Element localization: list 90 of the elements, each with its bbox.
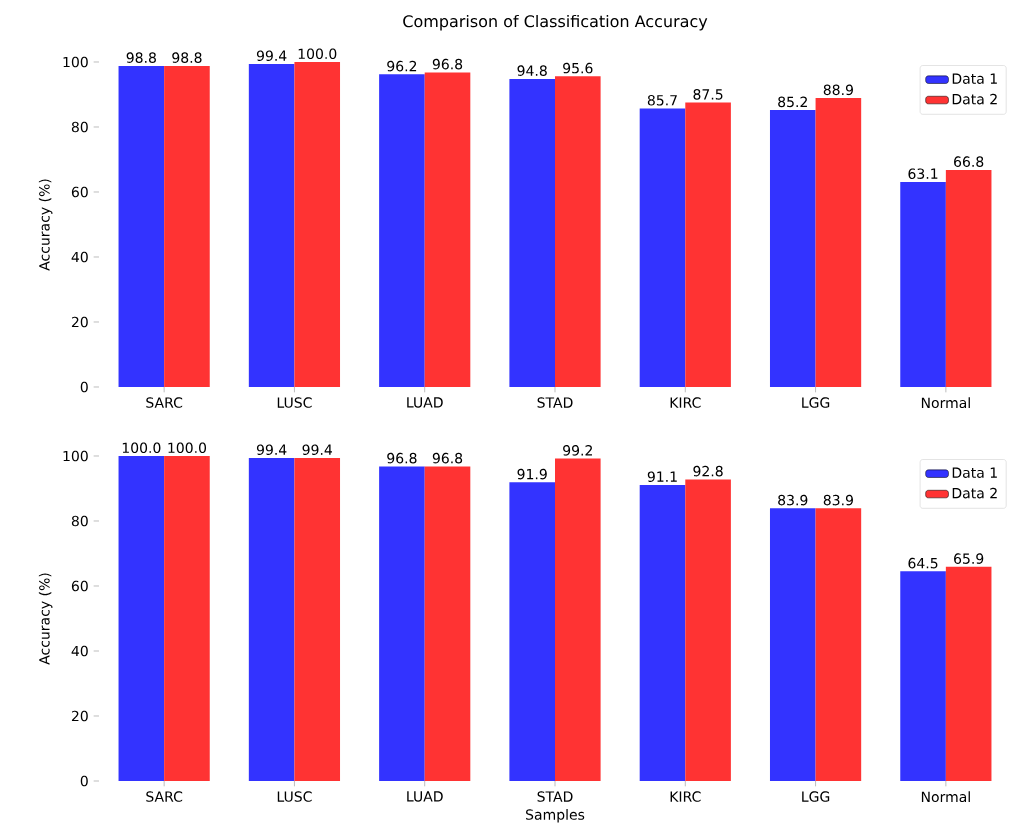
x-tick-label: LUAD (407, 397, 443, 408)
legend-label: Data 2 (952, 487, 997, 499)
data-label: 99.2 (563, 445, 592, 456)
x-tick-label: LUSC (277, 397, 312, 408)
bar (294, 62, 341, 387)
bar (248, 457, 295, 781)
bar (685, 102, 731, 387)
data-label: 98.8 (172, 52, 202, 63)
bar (639, 484, 686, 781)
bar (685, 479, 731, 781)
bar (424, 466, 471, 781)
data-label: 96.8 (432, 58, 463, 70)
data-label: 64.5 (908, 557, 938, 569)
y-tick-label: 100 (63, 56, 88, 68)
data-label: 92.8 (693, 465, 723, 477)
y-tick-label: 20 (71, 710, 88, 722)
bar (769, 110, 816, 387)
x-tick-label: STAD (537, 397, 573, 408)
data-label: 83.9 (778, 494, 808, 506)
x-tick-label: LGG (802, 791, 830, 802)
y-tick-label: 60 (71, 186, 88, 198)
bar (555, 458, 601, 781)
x-tick-label: Normal (921, 791, 970, 803)
bar (815, 98, 862, 387)
y-axis-title: Accuracy (%) (38, 179, 53, 271)
x-tick-label: LUAD (407, 791, 443, 802)
data-label: 95.6 (563, 62, 593, 74)
data-label: 99.4 (256, 444, 287, 455)
legend-label: Data 1 (952, 467, 997, 478)
bar (900, 181, 946, 387)
data-label: 66.8 (954, 156, 984, 167)
bar (509, 482, 555, 781)
bar (945, 169, 992, 387)
bar (900, 571, 946, 781)
bar (509, 78, 555, 387)
data-label: 99.4 (302, 444, 333, 455)
data-label: 85.2 (778, 96, 807, 108)
bar (118, 65, 165, 387)
data-label: 87.5 (693, 89, 723, 100)
data-label: 91.1 (647, 471, 677, 482)
bar (248, 63, 295, 387)
data-label: 96.2 (387, 60, 417, 72)
data-label: 100.0 (168, 442, 207, 454)
data-label: 100.0 (122, 442, 161, 454)
bar (164, 65, 210, 387)
bar (379, 466, 425, 781)
bar (815, 508, 862, 781)
y-tick-label: 40 (71, 251, 88, 263)
bar (164, 456, 210, 781)
legend-label: Data 2 (952, 93, 997, 105)
data-label: 98.8 (126, 52, 156, 63)
y-tick-label: 40 (71, 645, 88, 657)
x-tick-label: SARC (146, 397, 183, 408)
data-label: 65.9 (954, 553, 984, 564)
data-label: 100.0 (298, 48, 337, 60)
bar (424, 72, 471, 387)
y-tick-label: 20 (71, 316, 88, 328)
bar (294, 457, 341, 781)
x-tick-label: KIRC (670, 791, 701, 802)
bar (769, 508, 816, 781)
bar (639, 108, 686, 387)
x-tick-label: LUSC (277, 791, 312, 802)
data-label: 85.7 (647, 94, 677, 106)
y-axis-title: Accuracy (%) (38, 573, 53, 665)
y-tick-label: 0 (80, 775, 88, 787)
data-label: 88.9 (823, 84, 853, 96)
y-tick-label: 80 (71, 121, 88, 133)
x-tick-label: SARC (146, 791, 183, 802)
data-label: 96.8 (432, 452, 463, 464)
x-axis-title: Samples (526, 809, 585, 823)
data-label: 91.9 (517, 468, 547, 480)
chart-title: Comparison of Classification Accuracy (403, 14, 708, 31)
bar (555, 76, 601, 387)
data-label: 96.8 (387, 452, 417, 464)
x-tick-label: Normal (921, 397, 970, 409)
x-tick-label: STAD (537, 791, 573, 802)
legend-label: Data 1 (952, 73, 997, 84)
y-tick-label: 60 (71, 580, 88, 592)
y-tick-label: 0 (80, 381, 88, 393)
data-label: 99.4 (256, 50, 287, 61)
x-tick-label: LGG (802, 397, 830, 408)
x-tick-label: KIRC (670, 397, 701, 408)
y-tick-label: 100 (63, 450, 88, 462)
data-label: 63.1 (908, 168, 938, 179)
y-tick-label: 80 (71, 515, 88, 527)
bar (379, 74, 425, 387)
bar (945, 566, 992, 781)
bar (118, 456, 165, 781)
data-label: 83.9 (823, 494, 853, 506)
data-label: 94.8 (517, 65, 547, 76)
